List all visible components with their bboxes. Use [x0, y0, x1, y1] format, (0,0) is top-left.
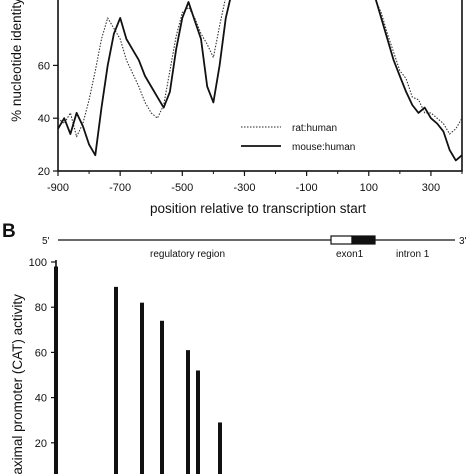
construct-bar-4	[160, 320, 164, 474]
construct-bar-3	[140, 302, 144, 474]
panel-a-legend: rat:human mouse:human	[241, 123, 355, 153]
gene-map-5prime-label: 5'	[42, 236, 50, 247]
construct-bar-7	[218, 422, 222, 474]
y-tick-label: 20	[38, 166, 50, 178]
gene-map: 5' 3' regulatory region exon1 intron 1	[42, 235, 467, 260]
gene-map-intron-label: intron 1	[396, 249, 430, 260]
y-tick-label: 40	[35, 393, 47, 405]
series-line-mouse-human	[57, 0, 463, 162]
x-tick-label: -900	[47, 182, 69, 194]
construct-bar-1	[54, 266, 58, 474]
y-tick-label: 80	[35, 302, 47, 314]
construct-bar-5	[186, 350, 190, 474]
series-line-rat-human	[57, 0, 463, 138]
panel-a-y-ticks: 20 40 60	[38, 60, 58, 178]
panel-b-bars	[54, 266, 222, 474]
y-tick-label: 100	[29, 257, 47, 269]
panel-a-x-ticks: -900 -700 -500 -300 -100 100 300	[47, 171, 463, 194]
y-tick-label: 40	[38, 113, 50, 125]
x-tick-label: -100	[296, 182, 318, 194]
gene-map-exon-label: exon1	[336, 249, 364, 260]
y-tick-label: 20	[35, 438, 47, 450]
panel-b-y-axis-label: maximal promoter (CAT) activity	[10, 294, 25, 474]
x-tick-label: -700	[109, 182, 131, 194]
legend-label-rat-human: rat:human	[292, 123, 337, 134]
panel-b-label: B	[2, 221, 16, 242]
gene-map-exon-filled-box	[351, 235, 376, 245]
y-tick-label: 60	[35, 347, 47, 359]
gene-map-exon-open-box	[330, 235, 353, 245]
x-tick-label: 100	[360, 182, 378, 194]
panel-a-x-axis-label: position relative to transcription start	[150, 201, 366, 216]
x-tick-label: -300	[233, 182, 255, 194]
panel-a-plot-frame	[57, 0, 463, 172]
construct-bar-2	[114, 286, 118, 474]
legend-label-mouse-human: mouse:human	[292, 142, 355, 153]
gene-map-regulatory-label: regulatory region	[150, 249, 225, 260]
panel-a-y-axis-label: % nucleotide identity	[9, 0, 24, 122]
x-tick-label: -500	[171, 182, 193, 194]
x-tick-label: 300	[422, 182, 440, 194]
construct-bar-6	[196, 370, 200, 474]
panel-a-chart: 20 40 60 -900 -700 -500 -300 -100 100 300 % nucl…	[9, 0, 463, 216]
panel-b-chart: B 5' 3' regulatory region exon1 intron 1…	[2, 221, 467, 474]
panel-a-series-group	[57, 0, 463, 162]
panel-b-y-ticks: 100 80 60 40 20	[29, 257, 56, 450]
y-tick-label: 60	[38, 60, 50, 72]
gene-map-3prime-label: 3'	[459, 236, 467, 247]
